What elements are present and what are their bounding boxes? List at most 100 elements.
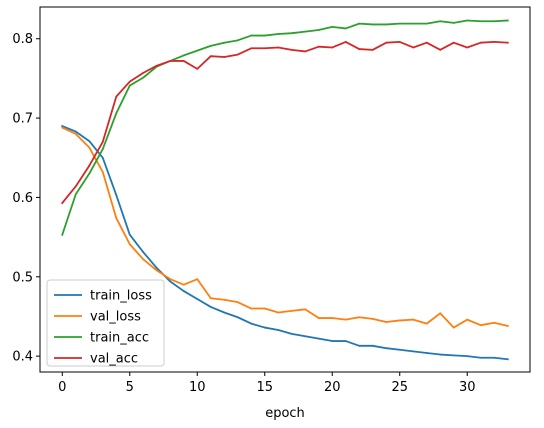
data-point-val_acc-27 (425, 41, 428, 44)
data-point-train_loss-18 (304, 335, 307, 338)
data-point-val_acc-16 (277, 46, 280, 49)
data-point-train_acc-32 (493, 20, 496, 23)
data-point-train_loss-5 (128, 233, 131, 236)
data-point-train_acc-15 (263, 34, 266, 37)
data-point-train_loss-13 (236, 316, 239, 319)
data-point-train_loss-29 (452, 354, 455, 357)
data-point-val_acc-2 (88, 164, 91, 167)
legend: train_loss val_loss train_acc val_acc (46, 279, 165, 367)
data-point-train_acc-19 (317, 29, 320, 31)
data-point-val_loss-24 (385, 321, 388, 323)
data-point-val_loss-27 (425, 322, 428, 325)
legend-label-train_loss: train_loss (90, 289, 152, 304)
data-point-train_loss-12 (223, 311, 226, 314)
y-axis-ticks: 0.4 0.5 0.6 0.7 0.8 (12, 32, 40, 365)
data-point-train_acc-28 (439, 20, 442, 23)
data-point-train_acc-6 (142, 76, 145, 79)
data-point-train_loss-4 (115, 194, 118, 196)
x-axis-label: epoch (265, 406, 305, 421)
data-point-train_acc-9 (182, 54, 185, 57)
data-point-train_acc-27 (425, 22, 428, 25)
series-train_loss (61, 124, 509, 361)
data-point-val_acc-13 (236, 53, 239, 56)
data-point-val_loss-33 (506, 325, 509, 327)
y-tick-label: 0.4 (12, 350, 33, 365)
data-point-train_loss-31 (479, 356, 482, 359)
x-tick-label: 20 (324, 380, 341, 395)
data-point-train_acc-16 (277, 33, 280, 35)
data-point-val_acc-22 (358, 48, 361, 50)
data-point-val_acc-3 (101, 140, 104, 143)
x-tick-label: 25 (391, 380, 408, 395)
data-point-val_loss-32 (493, 321, 496, 324)
data-point-train_acc-33 (506, 19, 509, 22)
data-point-val_loss-0 (61, 126, 64, 129)
data-point-train_acc-17 (290, 32, 293, 35)
data-point-val_acc-11 (209, 55, 212, 58)
data-point-val_loss-30 (466, 318, 469, 321)
data-point-train_acc-2 (88, 172, 91, 175)
series-line-val_acc (61, 41, 509, 205)
series-line-val_loss (61, 126, 509, 329)
data-point-train_loss-20 (331, 340, 334, 342)
data-point-train_acc-26 (412, 22, 415, 25)
series-layer (61, 19, 509, 361)
data-point-val_acc-17 (290, 48, 293, 51)
y-tick-label: 0.7 (12, 112, 33, 127)
data-point-val_acc-0 (61, 202, 64, 204)
data-point-val_acc-28 (439, 48, 442, 51)
data-point-val_loss-13 (236, 301, 239, 304)
x-tick-label: 0 (58, 380, 66, 395)
data-point-val_acc-25 (398, 41, 401, 43)
legend-box (46, 279, 165, 367)
data-point-val_loss-26 (412, 318, 415, 321)
data-point-val_loss-1 (74, 133, 77, 135)
data-point-val_loss-19 (317, 317, 320, 319)
data-point-train_loss-32 (493, 356, 496, 359)
data-point-train_acc-5 (128, 84, 131, 87)
x-tick-label: 30 (459, 380, 476, 395)
series-val_loss (61, 126, 509, 329)
x-axis-ticks: 0 5 10 15 20 25 30 (58, 372, 476, 395)
data-point-train_loss-19 (317, 337, 320, 340)
data-point-val_loss-29 (452, 326, 455, 329)
data-point-val_acc-5 (128, 80, 131, 83)
data-point-val_acc-24 (385, 41, 388, 44)
data-point-train_loss-8 (169, 280, 172, 283)
data-point-train_acc-10 (196, 49, 199, 52)
legend-label-train_acc: train_acc (90, 331, 149, 346)
data-point-val_loss-8 (169, 278, 172, 281)
data-point-val_loss-3 (101, 171, 104, 173)
data-point-val_loss-14 (250, 307, 253, 310)
data-point-val_loss-5 (128, 243, 131, 246)
data-point-val_acc-23 (371, 48, 374, 51)
data-point-val_acc-4 (115, 95, 118, 98)
data-point-train_acc-31 (479, 20, 482, 23)
data-point-train_acc-29 (452, 21, 455, 24)
data-point-train_acc-25 (398, 22, 401, 25)
data-point-val_acc-1 (74, 185, 77, 188)
data-point-val_loss-12 (223, 298, 226, 301)
data-point-val_acc-15 (263, 47, 266, 50)
data-point-train_loss-21 (344, 340, 347, 342)
data-point-train_loss-33 (506, 358, 509, 361)
data-point-val_acc-31 (479, 41, 482, 44)
data-point-val_loss-28 (439, 312, 442, 315)
data-point-val_acc-6 (142, 71, 145, 74)
data-point-train_loss-28 (439, 353, 442, 356)
data-point-val_acc-9 (182, 60, 185, 62)
data-point-val_acc-14 (250, 47, 253, 50)
x-tick-label: 10 (189, 380, 206, 395)
data-point-train_acc-20 (331, 25, 334, 28)
y-tick-label: 0.6 (12, 191, 33, 206)
legend-label-val_acc: val_acc (90, 352, 138, 367)
data-point-val_acc-20 (331, 46, 334, 49)
data-point-val_acc-33 (506, 41, 509, 44)
y-tick-label: 0.8 (12, 32, 33, 47)
data-point-val_acc-10 (196, 67, 199, 70)
data-point-val_loss-16 (277, 311, 280, 314)
data-point-train_loss-15 (263, 326, 266, 329)
data-point-train_loss-23 (371, 344, 374, 347)
data-point-train_loss-9 (182, 290, 185, 292)
data-point-val_loss-17 (290, 310, 293, 312)
